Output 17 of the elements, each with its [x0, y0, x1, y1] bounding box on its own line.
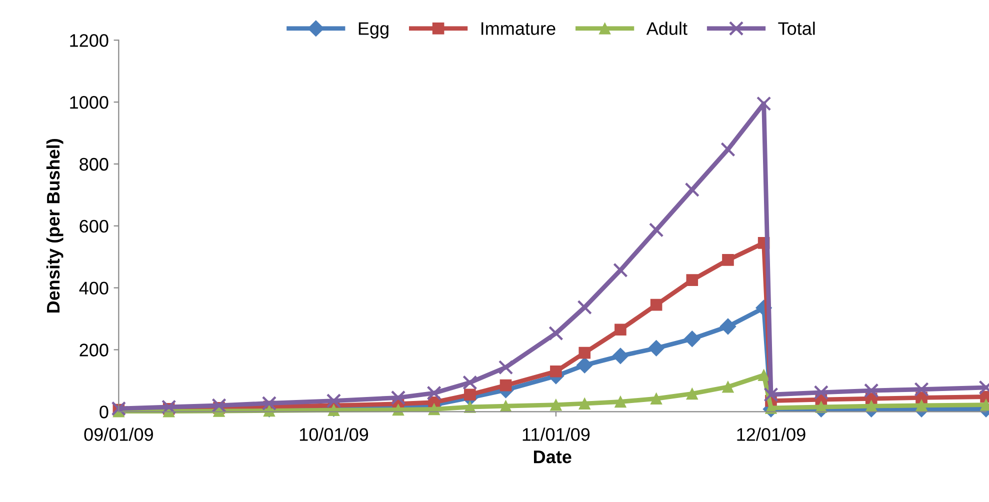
x-tick-label: 12/01/09 — [737, 428, 806, 441]
y-tick-label: 0 — [100, 406, 108, 418]
x-axis-title: Date — [534, 450, 572, 464]
y-tick-label: 200 — [80, 344, 108, 356]
y-axis-title: Density (per Bushel) — [46, 139, 64, 312]
y-tick-label: 1200 — [70, 34, 108, 47]
y-tick-label: 400 — [79, 282, 108, 295]
y-tick-label: 1000 — [70, 96, 108, 109]
legend-label: Adult — [646, 22, 688, 35]
x-tick-label: 10/01/09 — [300, 428, 368, 441]
y-tick-label: 600 — [80, 220, 108, 233]
x-tick-label: 09/01/09 — [84, 428, 153, 441]
x-tick-label: 11/01/09 — [522, 428, 590, 441]
legend-label: Total — [778, 22, 815, 35]
legend-label: Egg — [358, 22, 388, 39]
y-tick-label: 800 — [80, 158, 108, 171]
legend-label: Immature — [481, 22, 556, 35]
